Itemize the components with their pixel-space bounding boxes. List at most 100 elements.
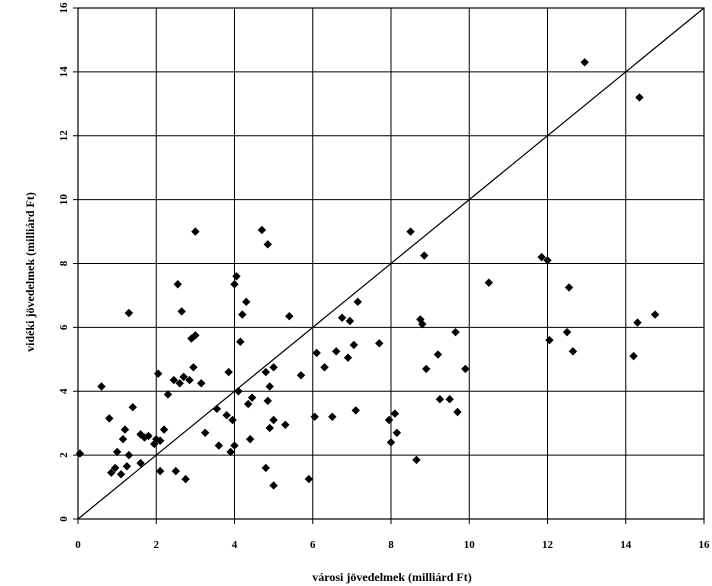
data-point [155, 466, 165, 476]
data-point [375, 339, 384, 348]
data-point [537, 252, 546, 262]
data-point [112, 447, 122, 457]
data-point [191, 227, 200, 236]
data-point [265, 423, 274, 433]
y-tick-label: 8 [58, 260, 70, 266]
data-point [242, 297, 251, 307]
data-point [154, 369, 163, 378]
data-point [304, 474, 314, 484]
data-point [122, 462, 132, 471]
data-point [171, 466, 181, 476]
data-point [228, 415, 237, 425]
data-point [224, 367, 233, 377]
data-point [312, 348, 321, 358]
data-point [214, 441, 224, 450]
data-point [97, 382, 106, 391]
data-point [179, 372, 188, 382]
data-point [124, 450, 134, 460]
data-point [433, 350, 443, 359]
data-point [230, 280, 239, 289]
data-point [234, 387, 243, 396]
data-point [232, 272, 241, 281]
data-point [461, 364, 470, 374]
data-point [200, 428, 210, 437]
data-point [247, 393, 257, 402]
data-point [243, 399, 253, 409]
data-point [236, 337, 245, 346]
data-point [189, 363, 198, 372]
data-point [185, 375, 194, 385]
data-point [353, 297, 362, 307]
data-point [351, 406, 360, 415]
data-point [269, 363, 278, 372]
y-tick-labels: 0 2 4 6 8 10 12 14 16 [58, 2, 70, 522]
data-point [418, 319, 427, 329]
data-point [175, 379, 184, 388]
x-tick-label: 16 [699, 539, 711, 551]
data-point [245, 434, 255, 444]
data-point [650, 310, 660, 319]
data-point [633, 318, 642, 327]
data-point [269, 415, 278, 425]
data-point [181, 474, 190, 484]
x-tick-label: 4 [232, 539, 238, 551]
data-point [197, 379, 206, 388]
x-tick-label: 12 [542, 539, 554, 551]
data-point [238, 310, 247, 319]
data-point [163, 390, 173, 399]
data-point [265, 382, 274, 391]
x-tick-label: 6 [310, 539, 316, 551]
data-point [543, 256, 552, 265]
y-tick-label: 16 [58, 2, 70, 14]
data-point [177, 307, 186, 316]
data-point [226, 447, 235, 457]
y-tick-label: 2 [58, 452, 70, 458]
data-point [136, 458, 145, 468]
y-tick-label: 6 [58, 324, 70, 330]
data-point [285, 311, 294, 321]
data-point [451, 327, 460, 337]
data-point [562, 327, 572, 337]
data-point [345, 316, 355, 326]
data-point [222, 411, 231, 420]
data-point [386, 438, 396, 447]
reference-diagonal-line [77, 7, 705, 520]
data-point [484, 278, 494, 287]
data-point [169, 375, 179, 385]
data-point [118, 434, 128, 444]
x-tick-labels: 0 2 4 6 8 10 12 14 16 [75, 539, 710, 551]
x-tick-label: 2 [154, 539, 160, 551]
data-point [281, 420, 290, 429]
data-point [545, 335, 554, 345]
data-point [120, 425, 130, 434]
data-point [412, 455, 421, 465]
y-tick-label: 14 [58, 66, 70, 78]
data-point [453, 407, 462, 417]
data-point [191, 331, 200, 340]
data-point [328, 412, 337, 421]
data-point [124, 308, 134, 318]
data-point [261, 463, 270, 473]
y-tick-label: 4 [58, 388, 70, 394]
data-point [422, 364, 431, 374]
data-point [332, 347, 341, 356]
data-point [337, 313, 347, 322]
data-point [263, 240, 272, 249]
data-point [568, 347, 578, 356]
data-point [257, 225, 267, 235]
data-point [152, 434, 161, 444]
data-point [75, 449, 85, 458]
x-tick-label: 8 [388, 539, 394, 551]
x-tick-label: 10 [464, 539, 476, 551]
data-point [310, 412, 319, 421]
x-tick-label: 14 [620, 539, 632, 551]
data-point [159, 425, 169, 434]
data-point [110, 463, 120, 473]
y-tick-label: 12 [58, 130, 70, 142]
data-point [564, 283, 574, 292]
data-point [230, 441, 239, 450]
data-point [392, 428, 402, 437]
axes [73, 7, 705, 524]
data-point [212, 404, 222, 414]
